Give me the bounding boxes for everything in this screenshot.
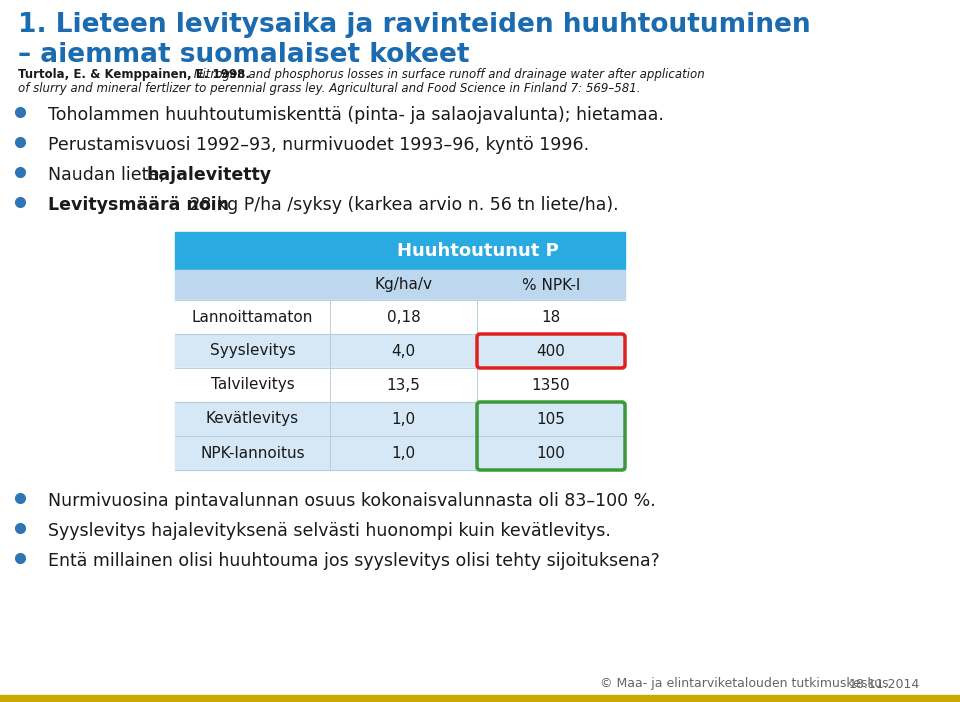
Bar bbox=[175, 436, 625, 470]
Text: 4,0: 4,0 bbox=[392, 343, 416, 359]
Text: 1,0: 1,0 bbox=[392, 411, 416, 427]
Text: hajalevitetty: hajalevitetty bbox=[146, 166, 271, 184]
Bar bbox=[175, 368, 625, 402]
Text: Syyslevitys: Syyslevitys bbox=[209, 343, 296, 359]
Text: – aiemmat suomalaiset kokeet: – aiemmat suomalaiset kokeet bbox=[18, 42, 469, 68]
Text: of slurry and mineral fertlizer to perennial grass ley. Agricultural and Food Sc: of slurry and mineral fertlizer to peren… bbox=[18, 82, 640, 95]
Text: 1. Lieteen levitysaika ja ravinteiden huuhtoutuminen: 1. Lieteen levitysaika ja ravinteiden hu… bbox=[18, 12, 810, 38]
Text: 1350: 1350 bbox=[532, 378, 570, 392]
Text: © Maa- ja elintarviketalouden tutkimuskeskus: © Maa- ja elintarviketalouden tutkimuske… bbox=[600, 677, 889, 691]
Text: NPK-lannoitus: NPK-lannoitus bbox=[201, 446, 305, 461]
Text: Talvilevitys: Talvilevitys bbox=[210, 378, 295, 392]
Text: Entä millainen olisi huuhtouma jos syyslevitys olisi tehty sijoituksena?: Entä millainen olisi huuhtouma jos syysl… bbox=[48, 552, 660, 570]
Text: 100: 100 bbox=[537, 446, 565, 461]
Text: Toholammen huuhtoutumiskenttä (pinta- ja salaojavalunta); hietamaa.: Toholammen huuhtoutumiskenttä (pinta- ja… bbox=[48, 106, 664, 124]
Text: Syyslevitys hajalevityksenä selvästi huonompi kuin kevätlevitys.: Syyslevitys hajalevityksenä selvästi huo… bbox=[48, 522, 611, 540]
Bar bbox=[175, 402, 625, 436]
Text: Turtola, E. & Kemppainen, E. 1998.: Turtola, E. & Kemppainen, E. 1998. bbox=[18, 68, 250, 81]
Text: Kg/ha/v: Kg/ha/v bbox=[374, 277, 433, 293]
Text: Perustamisvuosi 1992–93, nurmivuodet 1993–96, kyntö 1996.: Perustamisvuosi 1992–93, nurmivuodet 199… bbox=[48, 136, 589, 154]
Bar bbox=[175, 232, 625, 270]
Bar bbox=[175, 334, 625, 368]
Text: Naudan liete,: Naudan liete, bbox=[48, 166, 170, 184]
Text: Kevätlevitys: Kevätlevitys bbox=[206, 411, 300, 427]
Text: Nurmivuosina pintavalunnan osuus kokonaisvalunnasta oli 83–100 %.: Nurmivuosina pintavalunnan osuus kokonai… bbox=[48, 492, 656, 510]
Text: % NPK-l: % NPK-l bbox=[522, 277, 580, 293]
Text: Lannoittamaton: Lannoittamaton bbox=[192, 310, 313, 324]
Text: 1,0: 1,0 bbox=[392, 446, 416, 461]
Text: 13,5: 13,5 bbox=[387, 378, 420, 392]
Text: Levitysmäärä noin: Levitysmäärä noin bbox=[48, 196, 229, 214]
Bar bbox=[175, 300, 625, 334]
Bar bbox=[175, 270, 625, 300]
Text: Huuhtoutunut P: Huuhtoutunut P bbox=[396, 242, 559, 260]
Text: 28 kg P/ha /syksy (karkea arvio n. 56 tn liete/ha).: 28 kg P/ha /syksy (karkea arvio n. 56 tn… bbox=[184, 196, 618, 214]
Text: 400: 400 bbox=[537, 343, 565, 359]
Bar bbox=[0, 695, 960, 702]
Text: .: . bbox=[250, 166, 261, 184]
Text: 18: 18 bbox=[541, 310, 561, 324]
Text: 105: 105 bbox=[537, 411, 565, 427]
Text: 18.11.2014: 18.11.2014 bbox=[849, 677, 920, 691]
Text: Nitrogen and phosphorus losses in surface runoff and drainage water after applic: Nitrogen and phosphorus losses in surfac… bbox=[190, 68, 705, 81]
Text: 0,18: 0,18 bbox=[387, 310, 420, 324]
